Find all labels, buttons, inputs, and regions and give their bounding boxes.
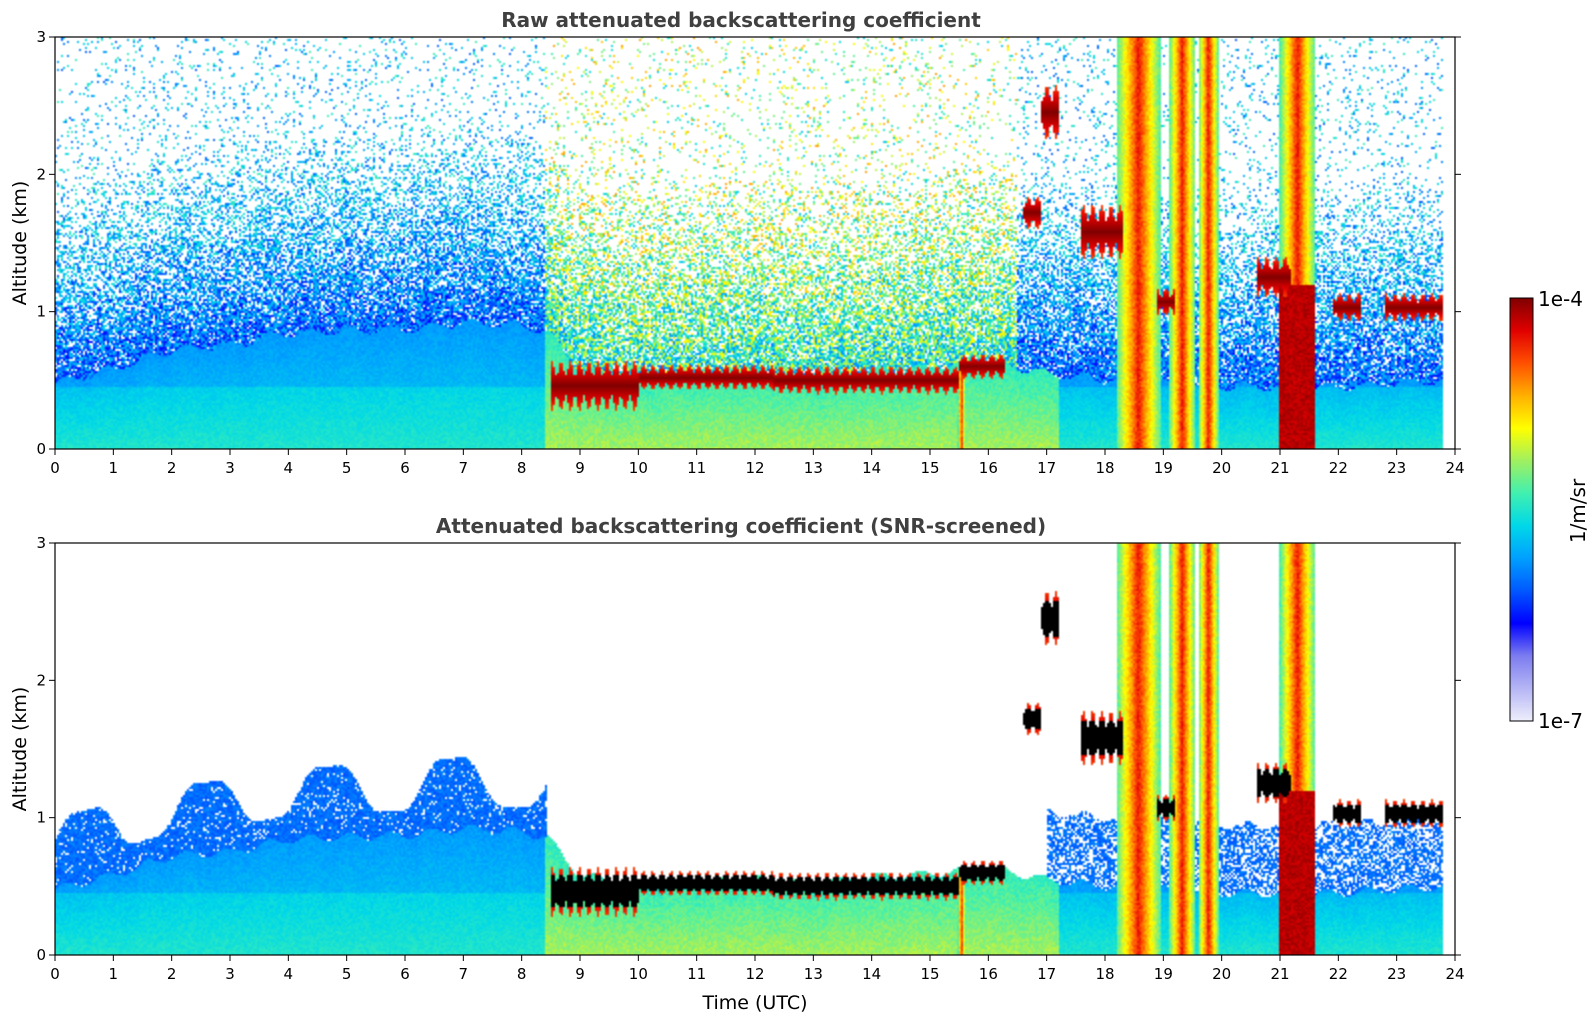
x-tick-label: 3 xyxy=(225,965,235,983)
x-tick-label: 18 xyxy=(1095,965,1114,983)
y-tick-label: 0 xyxy=(36,440,46,458)
colorbar-gradient xyxy=(1509,297,1534,722)
y-tick-label: 2 xyxy=(36,671,46,689)
y-tick-label: 1 xyxy=(36,303,46,321)
panel-raw-x-axis: 0 1 2 3 4 5 6 7 8 9 10 11 12 13 14 15 16 17 18 19 20 21 22 23 24 xyxy=(50,449,1465,477)
x-tick-label: 13 xyxy=(804,965,823,983)
x-tick-label: 16 xyxy=(979,965,998,983)
x-tick-label: 4 xyxy=(284,965,294,983)
x-tick-label: 3 xyxy=(225,459,235,477)
x-tick-label: 4 xyxy=(284,459,294,477)
colorbar-max-label: 1e-4 xyxy=(1538,287,1583,311)
x-tick-label: 15 xyxy=(920,965,939,983)
y-tick-label: 3 xyxy=(36,534,46,552)
x-tick-label: 2 xyxy=(167,459,177,477)
panel-raw-title: Raw attenuated backscattering coefficien… xyxy=(501,8,981,32)
x-tick-label: 0 xyxy=(50,965,60,983)
x-tick-label: 5 xyxy=(342,965,352,983)
x-tick-label: 0 xyxy=(50,459,60,477)
panel-snr-plot-area xyxy=(55,543,1455,955)
panel-raw-y-axis: 0 1 2 3 xyxy=(36,28,1461,458)
x-tick-label: 17 xyxy=(1037,965,1056,983)
x-tick-label: 23 xyxy=(1387,459,1406,477)
x-tick-label: 10 xyxy=(629,965,648,983)
x-tick-label: 7 xyxy=(459,459,469,477)
x-tick-label: 21 xyxy=(1270,459,1289,477)
y-tick-label: 2 xyxy=(36,165,46,183)
x-tick-label: 17 xyxy=(1037,459,1056,477)
x-tick-label: 20 xyxy=(1212,965,1231,983)
x-tick-label: 9 xyxy=(575,965,585,983)
x-tick-label: 12 xyxy=(745,965,764,983)
x-tick-label: 16 xyxy=(979,459,998,477)
x-tick-label: 19 xyxy=(1154,965,1173,983)
x-tick-label: 15 xyxy=(920,459,939,477)
x-tick-label: 23 xyxy=(1387,965,1406,983)
panel-raw: Raw attenuated backscattering coefficien… xyxy=(9,8,1465,477)
x-tick-label: 6 xyxy=(400,459,410,477)
x-tick-label: 10 xyxy=(629,459,648,477)
panel-snr-x-axis: 0 1 2 3 4 5 6 7 8 9 10 11 12 13 14 15 16 17 18 19 20 21 22 23 24 xyxy=(50,955,1465,983)
x-tick-label: 14 xyxy=(862,459,881,477)
panel-snr-y-axis: 0 1 2 3 xyxy=(36,534,1461,964)
x-tick-label: 6 xyxy=(400,965,410,983)
y-tick-label: 1 xyxy=(36,809,46,827)
x-tick-label: 7 xyxy=(459,965,469,983)
x-tick-label: 12 xyxy=(745,459,764,477)
x-tick-label: 24 xyxy=(1445,459,1464,477)
x-tick-label: 13 xyxy=(804,459,823,477)
x-tick-label: 24 xyxy=(1445,965,1464,983)
x-tick-label: 19 xyxy=(1154,459,1173,477)
x-tick-label: 22 xyxy=(1329,459,1348,477)
colorbar-unit-label: 1/m/sr xyxy=(1566,478,1590,543)
colorbar: 1e-4 1e-7 1/m/sr xyxy=(1509,287,1590,733)
panel-raw-plot-area xyxy=(55,37,1455,449)
x-tick-label: 21 xyxy=(1270,965,1289,983)
x-tick-label: 9 xyxy=(575,459,585,477)
x-tick-label: 18 xyxy=(1095,459,1114,477)
x-tick-label: 1 xyxy=(109,459,119,477)
x-tick-label: 1 xyxy=(109,965,119,983)
panel-snr-title: Attenuated backscattering coefficient (S… xyxy=(436,514,1046,538)
x-tick-label: 11 xyxy=(687,965,706,983)
panel-snr: Attenuated backscattering coefficient (S… xyxy=(9,514,1465,1014)
x-tick-label: 5 xyxy=(342,459,352,477)
x-tick-label: 8 xyxy=(517,965,527,983)
x-tick-label: 22 xyxy=(1329,965,1348,983)
panel-raw-ylabel: Altitude (km) xyxy=(9,181,31,306)
x-tick-label: 11 xyxy=(687,459,706,477)
x-tick-label: 2 xyxy=(167,965,177,983)
y-tick-label: 3 xyxy=(36,28,46,46)
y-tick-label: 0 xyxy=(36,946,46,964)
x-tick-label: 20 xyxy=(1212,459,1231,477)
x-tick-label: 14 xyxy=(862,965,881,983)
colorbar-min-label: 1e-7 xyxy=(1538,709,1583,733)
panel-snr-ylabel: Altitude (km) xyxy=(9,687,31,812)
x-tick-label: 8 xyxy=(517,459,527,477)
panel-snr-xlabel: Time (UTC) xyxy=(701,992,807,1014)
